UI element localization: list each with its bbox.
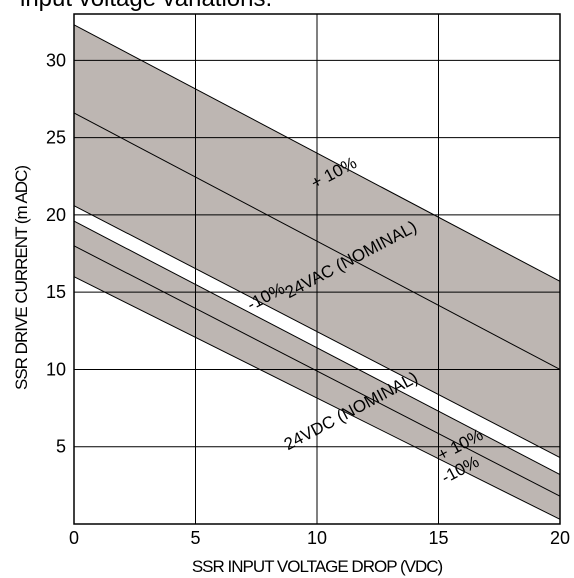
y-tick-label: 30 <box>46 50 66 70</box>
x-tick-label: 15 <box>428 528 448 548</box>
x-tick-label: 20 <box>550 528 570 548</box>
line-24vdc-upper <box>73 220 561 475</box>
x-axis-label: SSR INPUT VOLTAGE DROP (VDC) <box>192 557 443 576</box>
chart-title: input voltage variations. <box>20 0 272 12</box>
y-axis-label: SSR DRIVE CURRENT (m ADC) <box>12 166 31 390</box>
line-24vac-lower <box>73 205 561 458</box>
x-tick-label: 10 <box>307 528 327 548</box>
y-tick-label: 25 <box>46 128 66 148</box>
line-24vac-upper <box>73 24 561 282</box>
y-tick-label: 10 <box>46 359 66 379</box>
y-tick-label: 15 <box>46 282 66 302</box>
line-24vdc-nominal <box>73 245 561 497</box>
plot-frame <box>73 13 561 525</box>
y-tick-label: 5 <box>56 437 66 457</box>
line-24vdc-lower <box>73 276 561 520</box>
x-tick-label: 5 <box>190 528 200 548</box>
line-24vac-nominal <box>73 112 561 370</box>
y-tick-label: 20 <box>46 205 66 225</box>
x-tick-label: 0 <box>69 528 79 548</box>
